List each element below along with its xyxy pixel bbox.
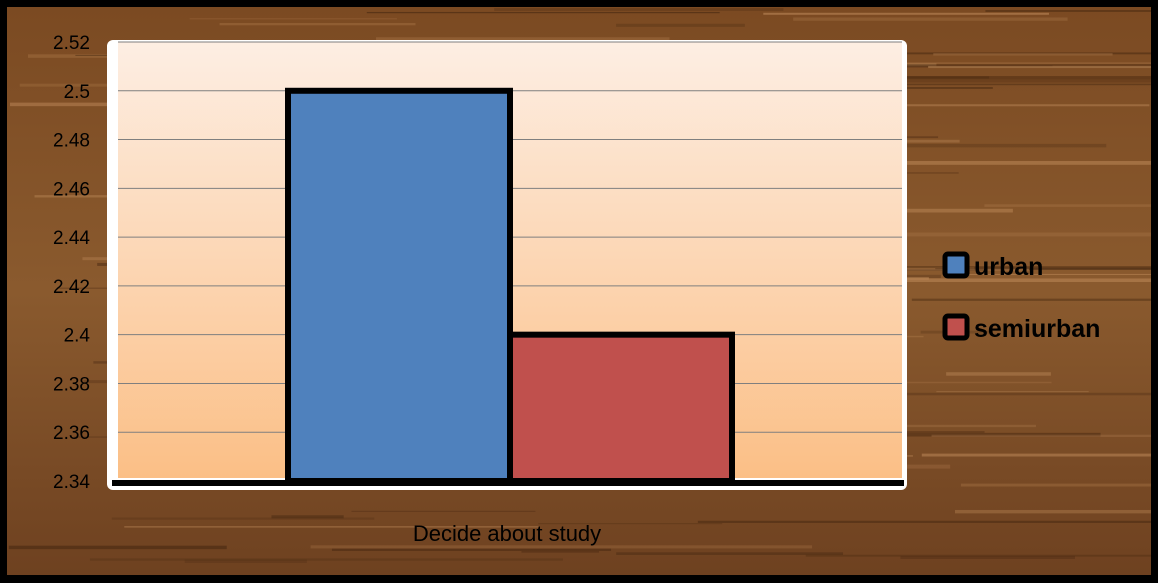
wood-grain-streak xyxy=(802,104,1150,107)
wood-grain-streak xyxy=(936,391,1089,393)
legend-label-urban: urban xyxy=(974,253,1043,281)
wood-grain-streak xyxy=(521,551,600,553)
wood-grain-streak xyxy=(928,65,1151,69)
wood-grain-streak xyxy=(219,22,416,26)
wood-grain-streak xyxy=(34,195,125,198)
x-axis-category-label: Decide about study xyxy=(413,521,601,546)
wood-grain-streak xyxy=(879,266,1151,268)
bar-semiurban xyxy=(507,331,735,484)
y-tick-label: 2.38 xyxy=(53,374,90,395)
wood-grain-streak xyxy=(376,37,670,41)
wood-grain-streak xyxy=(697,520,1151,523)
legend-swatch-semiurban xyxy=(942,313,970,341)
wood-grain-streak xyxy=(954,509,1151,514)
bars xyxy=(285,87,735,485)
wood-grain-streak xyxy=(935,268,1151,270)
wood-grain-streak xyxy=(872,268,987,271)
wood-grain-streak xyxy=(89,558,563,561)
wood-grain-streak xyxy=(974,267,1151,270)
wood-grain-streak xyxy=(949,273,1151,276)
wood-grain-streak xyxy=(729,143,1107,148)
wood-grain-streak xyxy=(310,545,813,549)
wood-grain-streak xyxy=(946,372,1051,376)
wood-grain-streak xyxy=(933,53,1113,56)
wood-grain-streak xyxy=(729,392,1151,396)
wood-grain-streak xyxy=(905,76,1151,80)
wood-grain-streak xyxy=(189,18,397,20)
wood-grain-streak xyxy=(351,510,536,512)
y-tick-label: 2.36 xyxy=(53,423,90,444)
wood-grain-streak xyxy=(331,548,612,551)
y-tick-label: 2.48 xyxy=(53,131,90,152)
wood-grain-streak xyxy=(921,453,1151,457)
wood-grain-streak xyxy=(786,64,1151,68)
y-tick-label: 2.5 xyxy=(64,82,90,103)
wood-grain-streak xyxy=(960,483,1151,487)
wood-grain-streak xyxy=(773,161,1151,165)
wood-grain-streak xyxy=(805,554,1151,557)
y-tick-label: 2.42 xyxy=(53,277,90,298)
wood-grain-streak xyxy=(900,555,1075,559)
wood-grain-streak xyxy=(494,8,784,11)
wood-grain-streak xyxy=(876,381,1052,384)
wood-grain-streak xyxy=(111,517,375,520)
wood-grain-streak xyxy=(366,11,720,14)
wood-grain-streak xyxy=(984,204,1151,207)
wood-grain-streak xyxy=(826,278,1151,283)
wood-grain-streak xyxy=(793,17,1068,21)
wood-grain-streak xyxy=(616,23,745,27)
wood-grain-streak xyxy=(184,559,307,564)
wood-grain-streak xyxy=(931,434,1151,438)
wood-grain-streak xyxy=(271,515,344,519)
y-tick-label: 2.44 xyxy=(53,228,90,249)
wood-grain-streak xyxy=(789,432,1101,437)
bar-urban xyxy=(285,87,513,485)
wood-grain-streak xyxy=(881,232,1151,237)
wood-grain-streak xyxy=(823,83,1151,86)
y-tick-label: 2.46 xyxy=(53,179,90,200)
wood-grain-streak xyxy=(911,298,1151,301)
y-tick-label: 2.4 xyxy=(64,326,91,347)
wood-grain-streak xyxy=(735,80,1151,83)
wood-grain-streak xyxy=(8,545,227,550)
y-axis-tick-labels: 2.34 2.36 2.38 2.4 2.42 2.44 2.46 2.48 2.5 2.52 xyxy=(53,33,90,493)
legend: urban semiurban xyxy=(942,251,1100,343)
wood-grain-streak xyxy=(985,10,1151,12)
wood-grain-streak xyxy=(616,552,844,555)
y-tick-label: 2.34 xyxy=(53,472,90,493)
wood-grain-streak xyxy=(538,523,723,525)
y-tick-label: 2.52 xyxy=(53,33,90,54)
wood-grain-streak xyxy=(124,526,540,528)
legend-swatch-urban xyxy=(942,251,970,279)
wood-grain-streak xyxy=(763,12,1049,15)
legend-label-semiurban: semiurban xyxy=(974,315,1100,343)
wood-grain-streak xyxy=(885,52,1151,55)
